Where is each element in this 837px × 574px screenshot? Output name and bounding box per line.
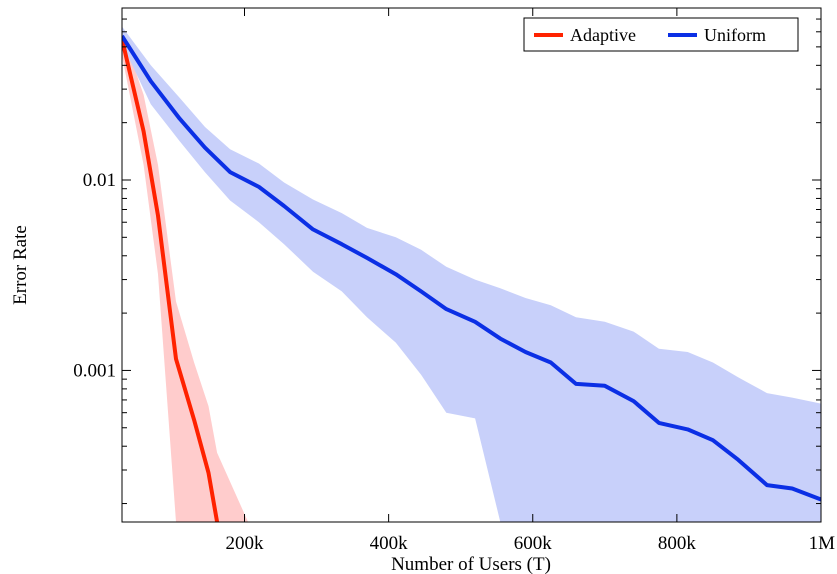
axis-ticks: 200k 400k 600k 800k 1M 0.001 0.01 bbox=[73, 7, 836, 554]
confidence-bands bbox=[122, 26, 821, 522]
legend-label-adaptive: Adaptive bbox=[570, 25, 636, 45]
x-tick-label: 200k bbox=[226, 533, 265, 554]
line-uniform bbox=[122, 34, 821, 502]
x-axis-label: Number of Users (T) bbox=[391, 554, 551, 574]
x-tick-label: 1M bbox=[809, 533, 836, 554]
y-tick-label: 0.01 bbox=[83, 170, 116, 191]
legend: Adaptive Uniform bbox=[523, 17, 799, 52]
series-lines bbox=[122, 34, 821, 522]
x-tick-label: 800k bbox=[658, 533, 697, 554]
plot-frame bbox=[121, 7, 822, 523]
band-uniform bbox=[122, 26, 821, 522]
legend-box bbox=[523, 17, 799, 52]
x-tick-label: 400k bbox=[370, 533, 409, 554]
legend-label-uniform: Uniform bbox=[704, 25, 766, 45]
y-axis-label: Error Rate bbox=[10, 225, 31, 305]
band-adaptive bbox=[122, 31, 249, 522]
y-tick-label: 0.001 bbox=[73, 360, 116, 381]
x-tick-label: 600k bbox=[514, 533, 553, 554]
line-adaptive bbox=[122, 38, 220, 522]
